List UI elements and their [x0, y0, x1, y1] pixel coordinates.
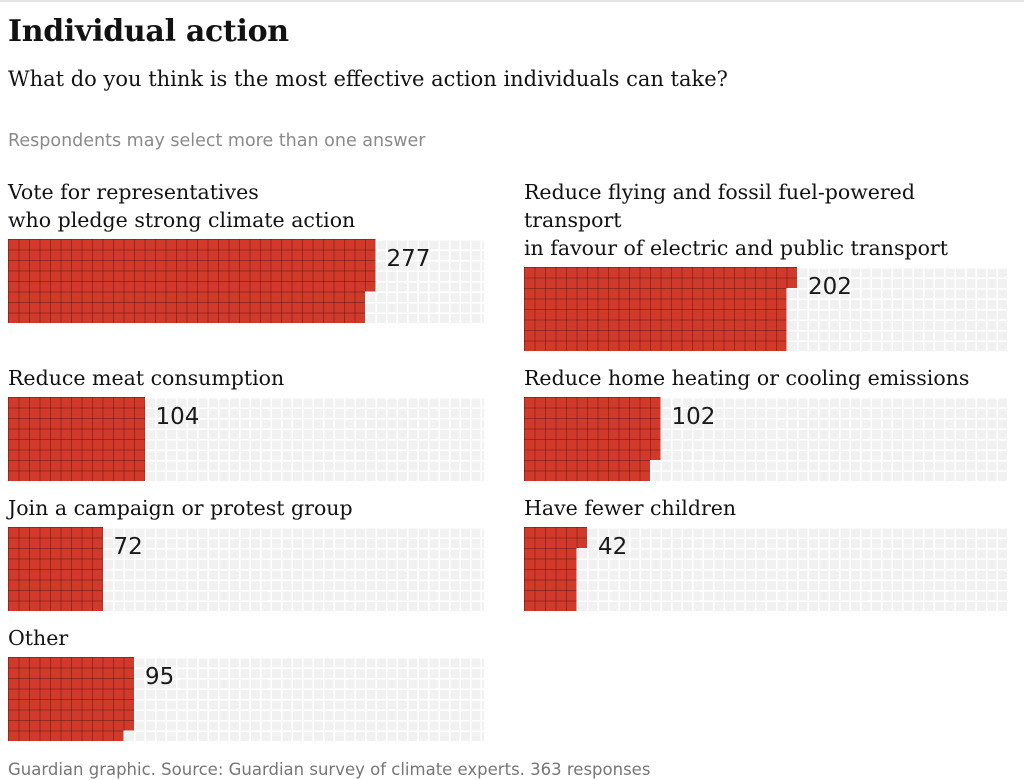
waffle-track: 102 — [524, 397, 1008, 481]
value-label: 95 — [145, 664, 175, 690]
waffle-track: 277 — [8, 239, 484, 323]
waffle-fill — [524, 527, 587, 611]
chart-cell: Reduce flying and fossil fuel-powered tr… — [524, 178, 1008, 351]
chart-note: Respondents may select more than one ans… — [8, 131, 426, 151]
chart-cell: Vote for representatives who pledge stro… — [8, 178, 484, 351]
chart-label: Have fewer children — [524, 496, 737, 520]
waffle-fill — [8, 657, 134, 741]
value-label: 42 — [598, 534, 628, 560]
chart-cell: Reduce meat consumption 104 — [8, 364, 484, 481]
waffle-track: 72 — [8, 527, 484, 611]
chart-page: Individual action What do you think is t… — [0, 15, 1024, 780]
waffle-track: 202 — [524, 267, 1008, 351]
value-label: 72 — [113, 534, 143, 560]
source-footer: Guardian graphic. Source: Guardian surve… — [8, 760, 651, 779]
chart-label: Reduce flying and fossil fuel-powered tr… — [524, 180, 948, 260]
chart-label: Reduce meat consumption — [8, 366, 285, 390]
value-label: 202 — [808, 274, 852, 300]
top-rule — [0, 0, 1024, 2]
chart-label: Join a campaign or protest group — [8, 496, 353, 520]
chart-cell: Join a campaign or protest group 72 — [8, 494, 484, 611]
chart-subtitle: What do you think is the most effective … — [8, 67, 728, 91]
waffle-track: 42 — [524, 527, 1008, 611]
value-label: 277 — [386, 246, 431, 272]
chart-cell: Have fewer children 42 — [524, 494, 1008, 611]
value-label: 102 — [671, 404, 716, 430]
waffle-track: 104 — [8, 397, 484, 481]
chart-label: Reduce home heating or cooling emissions — [524, 366, 970, 390]
value-label: 104 — [155, 404, 200, 430]
waffle-fill — [8, 397, 145, 481]
chart-cell: Other 95 — [8, 624, 484, 741]
waffle-fill — [8, 239, 376, 323]
waffle-fill — [524, 267, 797, 351]
waffle-charts-grid: Vote for representatives who pledge stro… — [8, 178, 1008, 741]
waffle-fill — [8, 527, 103, 611]
chart-label: Other — [8, 626, 69, 650]
waffle-fill — [524, 397, 661, 481]
chart-cell: Reduce home heating or cooling emissions… — [524, 364, 1008, 481]
chart-label: Vote for representatives who pledge stro… — [8, 180, 356, 232]
chart-title: Individual action — [8, 14, 289, 49]
waffle-track: 95 — [8, 657, 484, 741]
